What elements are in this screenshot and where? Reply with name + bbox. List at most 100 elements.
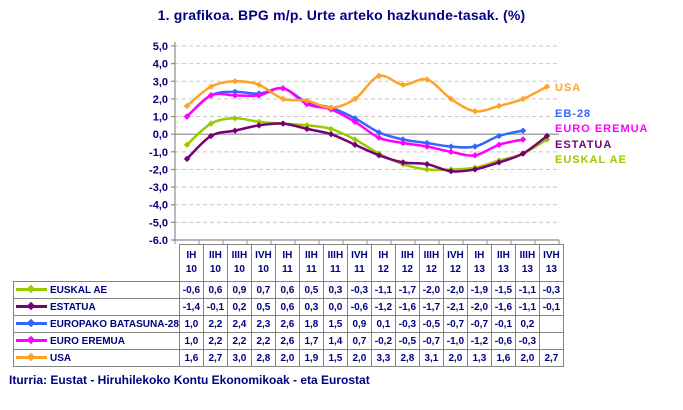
y-tick-label: -5,0: [149, 217, 168, 229]
series-marker-euskal_ae: [327, 125, 335, 133]
series-label: EURO EREMUA: [50, 335, 126, 347]
table-value-cell: -0,3: [346, 281, 372, 299]
series-marker-estatua: [351, 141, 359, 148]
series-label: USA: [50, 352, 72, 364]
series-marker-eb28: [495, 132, 503, 140]
data-table: IH 10 IIH 10 IIIH 10 IVH 10 IH 11 IIH 11 IIIH 11 IVH 11…: [13, 244, 564, 367]
table-value-cell: -0,7: [418, 332, 444, 350]
table-value-cell: 2,4: [226, 315, 252, 333]
series-marker-estatua: [471, 166, 479, 173]
table-value-cell: -1,1: [514, 298, 540, 316]
series-marker-usa: [231, 78, 239, 85]
table-value-cell: 0,1: [370, 315, 396, 333]
series-marker-usa: [183, 102, 191, 110]
series-marker-euro_eremua: [351, 118, 359, 126]
table-value-cell: 3,1: [418, 349, 444, 367]
table-value-cell: -0,7: [466, 315, 492, 333]
table-value-cell: 2,6: [274, 315, 300, 333]
table-value-cell: 0,0: [322, 298, 348, 316]
chart-title: 1. grafikoa. BPG m/p. Urte arteko hazkun…: [157, 7, 526, 23]
table-header-row: IH 10 IIH 10 IIIH 10 IVH 10 IH 11 IIH 11 IIIH 11 IVH 11…: [14, 244, 564, 282]
series-line-icon: [16, 336, 47, 345]
table-value-cell: -0,3: [514, 332, 540, 350]
series-marker-estatua: [207, 132, 215, 140]
table-row: EURO EREMUA 1,0 2,2 2,2 2,2 2,6 1,7 1,4 0,7 -0,2-…: [13, 332, 564, 350]
series-marker-eb28: [231, 88, 239, 96]
table-value-cell: -0,2: [370, 332, 396, 350]
series-marker-usa: [399, 81, 407, 88]
table-row: EUSKAL AE -0,6 0,6 0,9 0,7 0,6 0,5 0,3 -0,3 -1,1-…: [13, 281, 564, 299]
table-value-cell: 0,7: [250, 281, 276, 299]
table-value-cell: 1,0: [178, 315, 204, 333]
series-marker-usa: [519, 95, 527, 103]
series-marker-usa: [255, 81, 263, 88]
series-marker-eb28: [423, 139, 431, 147]
table-value-cell: -0,5: [418, 315, 444, 333]
table-value-cell: -1,2: [370, 298, 396, 316]
series-line-icon: [16, 319, 47, 328]
table-value-cell: 0,6: [274, 281, 300, 299]
table-value-cell: 2,2: [202, 315, 228, 333]
legend-label-estatua: ESTATUA: [555, 139, 612, 151]
series-marker-euskal_ae: [183, 141, 191, 148]
table-value-cell: 1,5: [322, 349, 348, 367]
series-marker-eb28: [375, 129, 383, 136]
series-marker-euro_eremua: [303, 101, 311, 108]
legend-label-usa: USA: [555, 82, 581, 94]
table-value-cell: 0,2: [514, 315, 540, 333]
series-label-cell: EUROPAKO BATASUNA-28: [13, 315, 180, 333]
series-marker-euskal_ae: [303, 122, 311, 129]
table-value-cell: 0,5: [298, 281, 324, 299]
table-value-cell: -1,0: [442, 332, 468, 350]
table-value-cell: 0,9: [226, 281, 252, 299]
table-header-cell: IH 13: [466, 244, 492, 282]
table-value-cell: -1,5: [490, 281, 516, 299]
table-value-cell: 0,5: [250, 298, 276, 316]
series-marker-euro_eremua: [231, 92, 239, 99]
series-marker-estatua: [279, 120, 287, 127]
table-header-cell: IH 11: [274, 244, 300, 282]
table-header-cell: IVH 11: [346, 244, 372, 282]
table-value-cell: -0,6: [178, 281, 204, 299]
table-value-cell: -1,2: [466, 332, 492, 350]
table-value-cell: -0,1: [490, 315, 516, 333]
series-marker-euro_eremua: [255, 92, 263, 99]
source-note: Iturria: Eustat - Hiruhilekoko Kontu Eko…: [9, 373, 370, 387]
legend-label-eb28: EB-28: [555, 108, 591, 120]
table-value-cell: 2,6: [274, 332, 300, 350]
series-line-icon: [16, 353, 47, 362]
table-value-cell: 2,2: [250, 332, 276, 350]
series-marker-usa: [543, 83, 551, 90]
table-value-cell: -1,1: [370, 281, 396, 299]
legend-label-euskal_ae: EUSKAL AE: [555, 154, 627, 166]
table-value-cell: 2,2: [202, 332, 228, 350]
table-value-cell: 2,0: [346, 349, 372, 367]
series-marker-eb28: [351, 115, 359, 122]
series-marker-usa: [279, 95, 287, 103]
series-line-euskal_ae: [185, 117, 549, 172]
series-marker-euro_eremua: [423, 143, 431, 150]
table-value-cell: -1,6: [490, 298, 516, 316]
series-marker-usa: [375, 72, 383, 80]
table-value-cell: -2,0: [466, 298, 492, 316]
series-label-cell: EURO EREMUA: [13, 332, 180, 350]
table-row: ESTATUA -1,4 -0,1 0,2 0,5 0,6 0,3 0,0 -0,6 -1,2 -1…: [13, 298, 564, 316]
table-value-cell: -2,0: [418, 281, 444, 299]
series-marker-eb28: [519, 127, 527, 134]
table-header-cell: IIH 13: [490, 244, 516, 282]
table-value-cell: 2,3: [250, 315, 276, 333]
table-value-cell: 2,8: [250, 349, 276, 367]
table-header-cell: IH 12: [370, 244, 396, 282]
series-marker-estatua: [495, 159, 503, 166]
series-marker-usa: [447, 95, 455, 103]
table-value-cell: 0,3: [322, 281, 348, 299]
table-value-cell: 2,7: [202, 349, 228, 367]
y-tick-label: 5,0: [153, 41, 168, 53]
table-value-cell: -2,1: [442, 298, 468, 316]
table-value-cell: 2,0: [442, 349, 468, 367]
series-marker-estatua: [231, 127, 239, 134]
table-value-cell: 0,6: [202, 281, 228, 299]
table-header-cell: IIIH 11: [322, 244, 348, 282]
series-marker-euro_eremua: [495, 141, 503, 148]
series-marker-usa: [327, 104, 335, 111]
